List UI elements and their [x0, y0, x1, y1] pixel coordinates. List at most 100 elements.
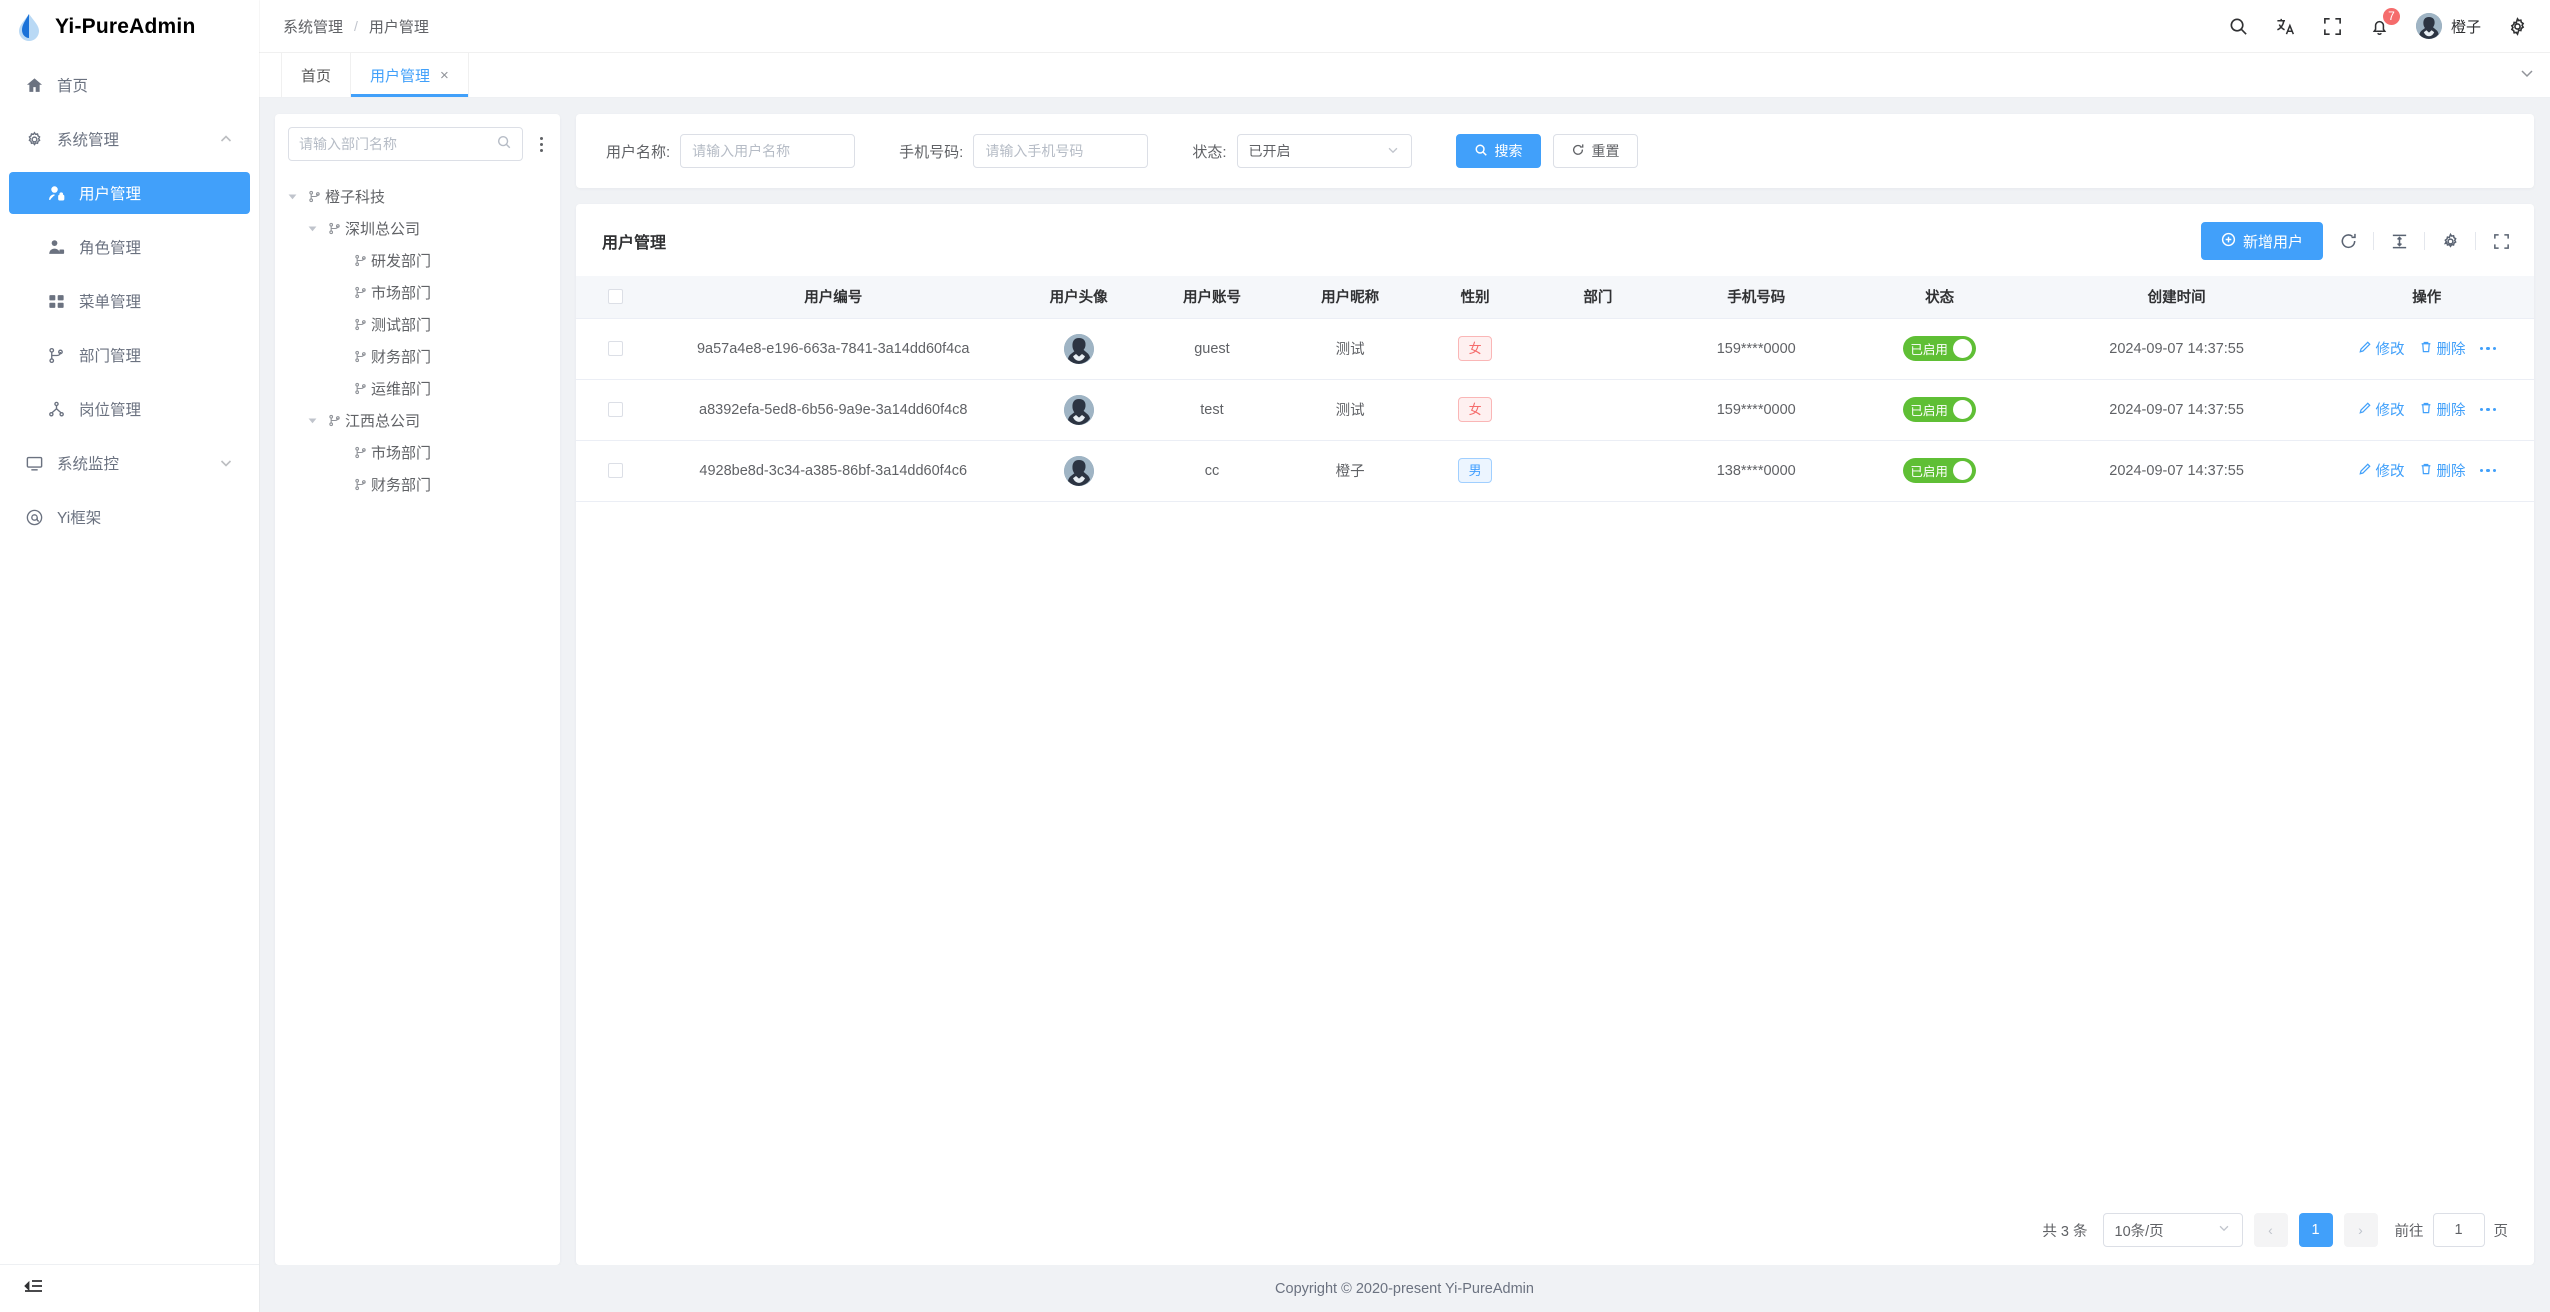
- tab-home[interactable]: 首页: [281, 53, 352, 97]
- next-page-button[interactable]: ›: [2343, 1213, 2378, 1247]
- edit-link[interactable]: 修改: [2358, 460, 2405, 481]
- username-input[interactable]: [680, 134, 856, 168]
- edit-link[interactable]: 修改: [2358, 399, 2405, 420]
- cell-nickname: 橙子: [1278, 440, 1422, 502]
- edit-link[interactable]: 修改: [2358, 338, 2405, 359]
- fullscreen-icon[interactable]: [2322, 16, 2343, 37]
- search-icon: [1474, 143, 1488, 160]
- user-lock-icon: [47, 184, 66, 203]
- sidebar-collapse-button[interactable]: [0, 1264, 259, 1312]
- tree-node[interactable]: 运维部门: [275, 372, 560, 404]
- department-search-input[interactable]: [299, 136, 490, 152]
- toggle-knob: [1952, 400, 1972, 419]
- dots-horizontal-icon[interactable]: [2479, 468, 2497, 473]
- status-toggle[interactable]: 已启用: [1903, 458, 1976, 483]
- cell-avatar: [1011, 440, 1146, 502]
- sidebar-item-department-management[interactable]: 部门管理: [9, 334, 250, 376]
- breadcrumb-item-0[interactable]: 系统管理: [283, 18, 344, 36]
- pagination: 共 3 条 10条/页 ‹ 1 › 前往: [576, 1195, 2534, 1265]
- tree-node[interactable]: 市场部门: [275, 436, 560, 468]
- sidebar-item-menu-management[interactable]: 菜单管理: [9, 280, 250, 322]
- settings-gear-icon[interactable]: [2507, 16, 2528, 37]
- table-row[interactable]: 4928be8d-3c34-a385-86bf-3a14dd60f4c6: [576, 440, 2534, 502]
- sidebar-item-post-management[interactable]: 岗位管理: [9, 388, 250, 430]
- username-label: 用户名称:: [606, 143, 671, 161]
- dots-horizontal-icon[interactable]: [2479, 407, 2497, 412]
- tree-node[interactable]: 财务部门: [275, 468, 560, 500]
- row-density-icon[interactable]: [2388, 230, 2410, 252]
- tree-node[interactable]: 橙子科技: [275, 180, 560, 212]
- dots-vertical-icon[interactable]: [531, 133, 551, 156]
- page-number-1[interactable]: 1: [2298, 1213, 2333, 1247]
- caret-down-icon[interactable]: [301, 415, 323, 426]
- refresh-icon[interactable]: [2337, 230, 2359, 252]
- tree-node[interactable]: 研发部门: [275, 244, 560, 276]
- tree-node[interactable]: 财务部门: [275, 340, 560, 372]
- search-button[interactable]: 搜索: [1455, 134, 1541, 168]
- close-icon[interactable]: ×: [440, 66, 449, 84]
- table-scroll[interactable]: 用户编号 用户头像 用户账号 用户昵称 性别 部门 手机号码 状态 创建时间: [576, 276, 2534, 1195]
- page-jump-input[interactable]: [2432, 1213, 2485, 1247]
- caret-down-icon[interactable]: [281, 191, 303, 202]
- bell-icon[interactable]: 7: [2369, 6, 2401, 37]
- delete-link[interactable]: 删除: [2419, 338, 2466, 359]
- prev-page-button[interactable]: ‹: [2253, 1213, 2288, 1247]
- status-toggle[interactable]: 已启用: [1903, 336, 1976, 361]
- reset-button[interactable]: 重置: [1552, 134, 1638, 168]
- row-checkbox[interactable]: [607, 341, 623, 357]
- tree-node[interactable]: 深圳总公司: [275, 212, 560, 244]
- user-menu[interactable]: 橙子: [2415, 13, 2481, 39]
- tree-node[interactable]: 测试部门: [275, 308, 560, 340]
- total-count-label: 共 3 条: [2042, 1223, 2088, 1240]
- caret-down-icon[interactable]: [301, 223, 323, 234]
- phone-input[interactable]: [973, 134, 1149, 168]
- tree-search-box[interactable]: [288, 127, 523, 161]
- settings-gear-icon[interactable]: [2439, 230, 2461, 252]
- tree-node[interactable]: 江西总公司: [275, 404, 560, 436]
- cell-actions: 修改: [2319, 379, 2534, 441]
- fullscreen-icon[interactable]: [2490, 230, 2512, 252]
- brand[interactable]: Yi-PureAdmin: [0, 0, 259, 53]
- chevron-down-icon: [1386, 143, 1400, 160]
- tree-node-label: 深圳总公司: [345, 220, 421, 238]
- pencil-icon: [2358, 401, 2372, 419]
- delete-link[interactable]: 删除: [2419, 460, 2466, 481]
- table-row[interactable]: 9a57a4e8-e196-663a-7841-3a14dd60f4ca: [576, 318, 2534, 380]
- org-branch-icon: [305, 189, 323, 204]
- add-user-button[interactable]: 新增用户: [2200, 222, 2323, 260]
- status-toggle[interactable]: 已启用: [1903, 397, 1976, 422]
- search-icon[interactable]: [2228, 16, 2249, 37]
- row-checkbox[interactable]: [607, 463, 623, 479]
- sidebar-item-yi-framework[interactable]: Yi框架: [9, 496, 250, 538]
- tabs-more-button[interactable]: [2518, 53, 2550, 97]
- department-tree-panel: 橙子科技 深圳总公司: [275, 114, 560, 1265]
- chevron-down-icon: [2217, 1221, 2231, 1239]
- translate-icon[interactable]: [2275, 16, 2296, 37]
- avatar: [1063, 333, 1094, 364]
- tree-node-label: 江西总公司: [345, 412, 421, 430]
- footer: Copyright © 2020-present Yi-PureAdmin: [259, 1265, 2550, 1312]
- cell-user-id: a8392efa-5ed8-6b56-9a9e-3a14dd60f4c8: [654, 379, 1012, 441]
- sidebar-item-role-management[interactable]: 角色管理: [9, 226, 250, 268]
- dots-horizontal-icon[interactable]: [2479, 346, 2497, 351]
- tab-user-management[interactable]: 用户管理 ×: [351, 53, 469, 97]
- cell-department: [1528, 440, 1667, 502]
- breadcrumb-item-1[interactable]: 用户管理: [368, 18, 429, 36]
- row-checkbox[interactable]: [607, 402, 623, 418]
- tree-node[interactable]: 市场部门: [275, 276, 560, 308]
- status-select[interactable]: 已开启: [1236, 134, 1412, 168]
- cell-account: cc: [1145, 440, 1279, 502]
- status-select-wrap: 已开启: [1236, 134, 1412, 168]
- select-all-checkbox[interactable]: [607, 289, 623, 305]
- page-size-select[interactable]: 10条/页: [2102, 1213, 2243, 1247]
- tabs: 首页 用户管理 ×: [281, 53, 469, 97]
- sidebar-item-user-management[interactable]: 用户管理: [9, 172, 250, 214]
- sidebar-item-system-management[interactable]: 系统管理: [9, 118, 250, 160]
- table-row[interactable]: a8392efa-5ed8-6b56-9a9e-3a14dd60f4c8: [576, 379, 2534, 441]
- field-username: 用户名称:: [606, 134, 856, 168]
- sidebar-item-home[interactable]: 首页: [9, 64, 250, 106]
- tree-node-label: 研发部门: [371, 252, 432, 270]
- sidebar-item-system-monitor[interactable]: 系统监控: [9, 442, 250, 484]
- delete-link[interactable]: 删除: [2419, 399, 2466, 420]
- cell-gender: 女: [1421, 318, 1529, 380]
